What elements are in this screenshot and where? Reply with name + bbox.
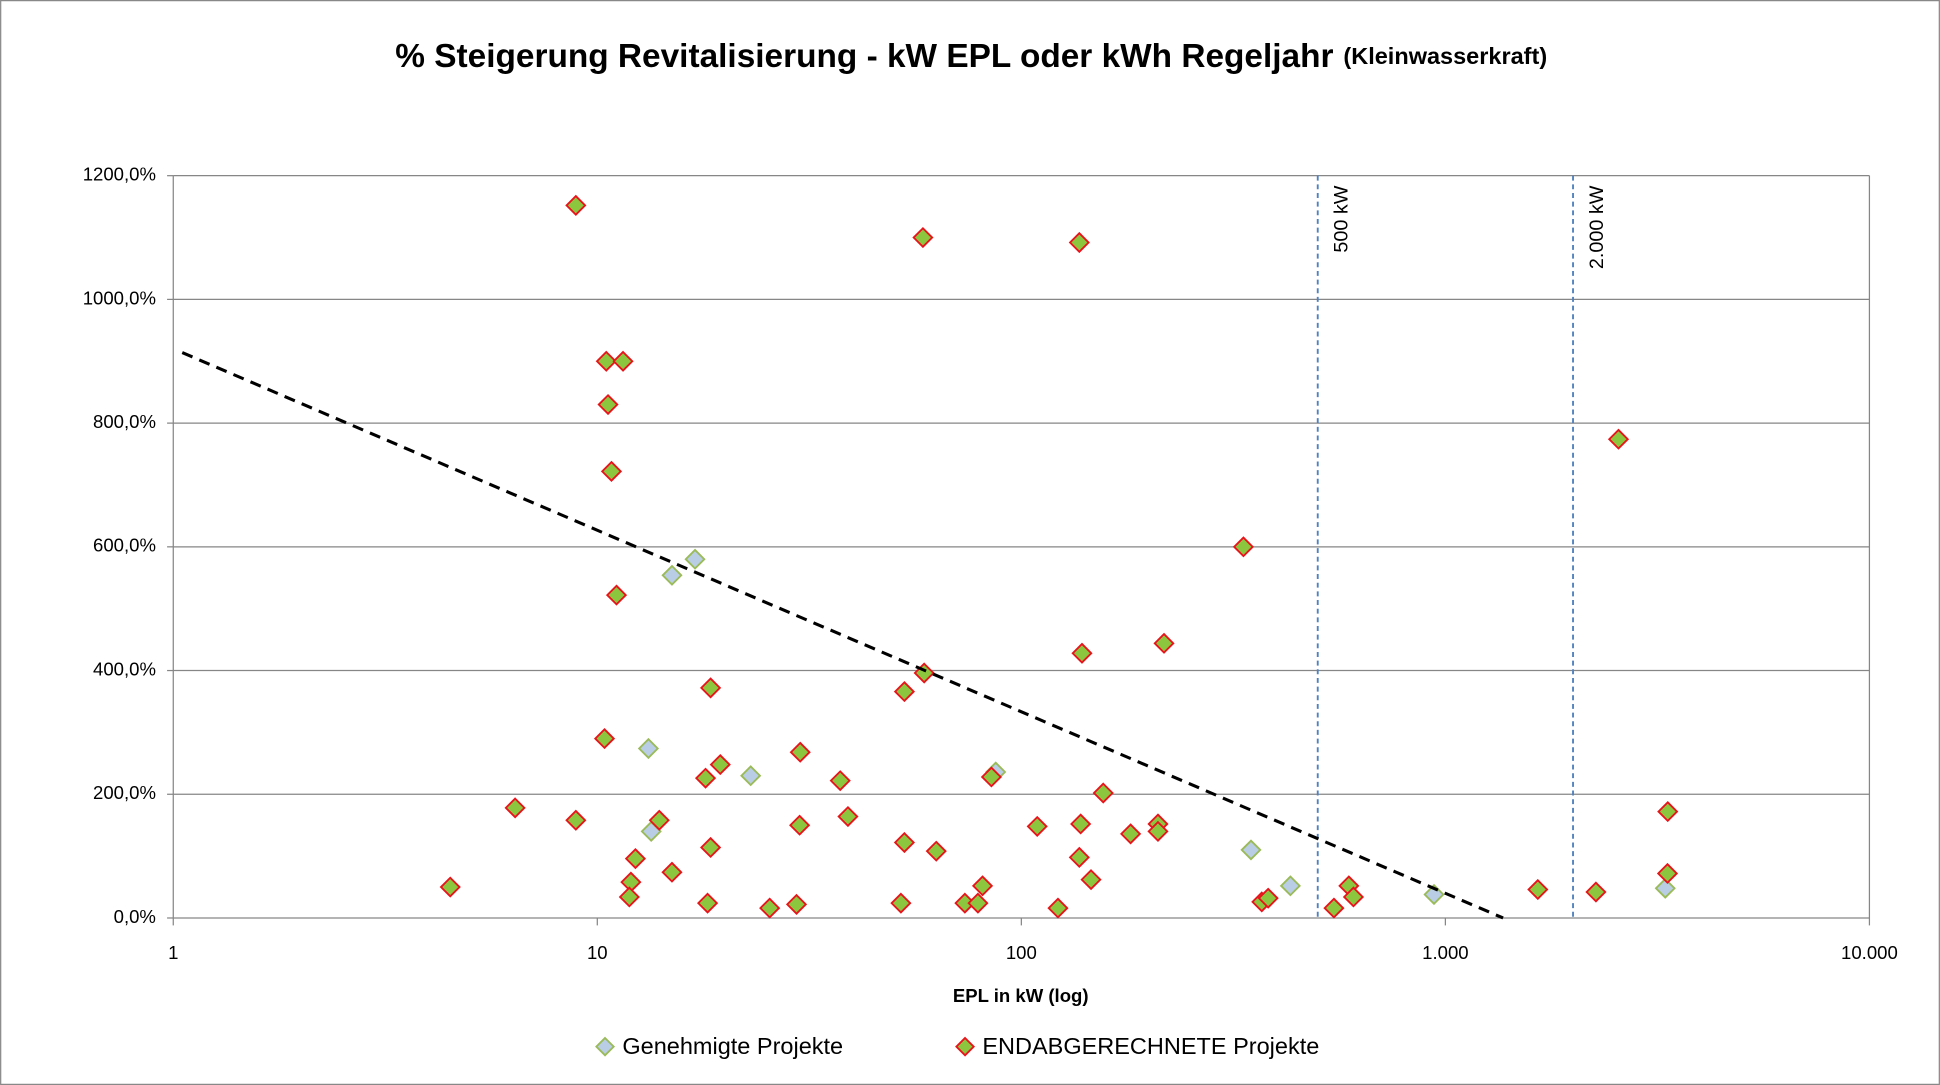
x-tick-label: 1.000 [1422, 942, 1468, 963]
data-point [837, 805, 859, 828]
data-point [595, 350, 617, 372]
data-point [1070, 813, 1092, 835]
data-point [612, 350, 634, 372]
data-point [1527, 878, 1549, 901]
data-point [890, 892, 912, 914]
data-point [1080, 869, 1102, 891]
data-point [624, 848, 647, 870]
data-point [661, 861, 683, 883]
x-tick-label: 10 [587, 942, 608, 963]
data-point [618, 886, 640, 908]
legend-label: Genehmigte Projekte [622, 1033, 843, 1059]
data-point [696, 892, 719, 914]
data-point [1047, 897, 1069, 919]
data-point [709, 753, 731, 776]
x-axis-label: EPL in kW (log) [953, 985, 1089, 1006]
chart-title: % Steigerung Revitalisierung - kW EPL od… [395, 38, 1547, 75]
data-point [1092, 782, 1114, 804]
title-note: (Kleinwasserkraft) [1343, 43, 1547, 69]
y-tick-label: 200,0% [93, 782, 156, 803]
y-tick-label: 400,0% [93, 658, 156, 679]
data-point [504, 797, 526, 819]
data-point [893, 680, 916, 703]
data-point [912, 226, 934, 249]
x-tick-label: 1 [168, 942, 178, 963]
data-point [971, 875, 994, 897]
data-point [700, 677, 722, 699]
data-point [980, 766, 1003, 788]
data-point [1423, 883, 1445, 906]
data-point [759, 897, 781, 919]
data-point [1071, 642, 1093, 664]
data-point [785, 893, 808, 915]
data-point [789, 814, 811, 836]
data-point [1657, 800, 1679, 823]
data-point [1068, 846, 1090, 868]
data-point [1656, 862, 1679, 885]
y-tick-label: 1000,0% [83, 287, 156, 308]
reference-label: 500 kW [1331, 185, 1353, 252]
data-point [605, 584, 628, 606]
data-point [829, 770, 851, 792]
data-point [593, 728, 616, 750]
data-point [893, 831, 916, 854]
y-tick-label: 800,0% [93, 411, 156, 432]
data-point [1654, 877, 1676, 899]
data-point [637, 737, 660, 760]
data-point [740, 765, 762, 787]
x-tick-label: 10.000 [1841, 942, 1898, 963]
x-tick-label: 100 [1006, 942, 1037, 963]
title-main: % Steigerung Revitalisierung - kW EPL od… [395, 38, 1333, 75]
reference-label: 2.000 kW [1586, 185, 1608, 269]
data-point [1607, 428, 1630, 450]
y-tick-label: 1200,0% [83, 164, 156, 185]
data-point [661, 564, 683, 586]
y-tick-label: 600,0% [93, 535, 156, 556]
data-point [700, 836, 722, 859]
data-point [600, 460, 623, 482]
legend-marker [955, 1036, 976, 1057]
data-point [684, 548, 706, 570]
data-point [597, 393, 619, 416]
data-point [1257, 887, 1279, 909]
data-point [565, 194, 587, 216]
data-point [648, 809, 670, 831]
y-tick-label: 0,0% [114, 906, 156, 927]
data-point [565, 809, 587, 831]
data-point [1026, 815, 1048, 838]
data-point [1232, 536, 1255, 558]
data-point [1120, 823, 1142, 845]
trendline [181, 351, 1504, 920]
data-point [694, 767, 717, 789]
data-point [1068, 231, 1090, 254]
data-point [439, 876, 461, 898]
data-point [1342, 886, 1365, 908]
data-point [789, 741, 811, 763]
data-point [1147, 820, 1169, 842]
data-point [967, 892, 989, 914]
legend-marker [595, 1036, 616, 1057]
data-point [1585, 881, 1607, 903]
data-point [1279, 875, 1301, 897]
data-point [1240, 839, 1262, 861]
data-point [925, 840, 947, 862]
data-point [1323, 897, 1345, 919]
legend-label: ENDABGERECHNETE Projekte [982, 1033, 1319, 1059]
data-point [1153, 632, 1175, 654]
